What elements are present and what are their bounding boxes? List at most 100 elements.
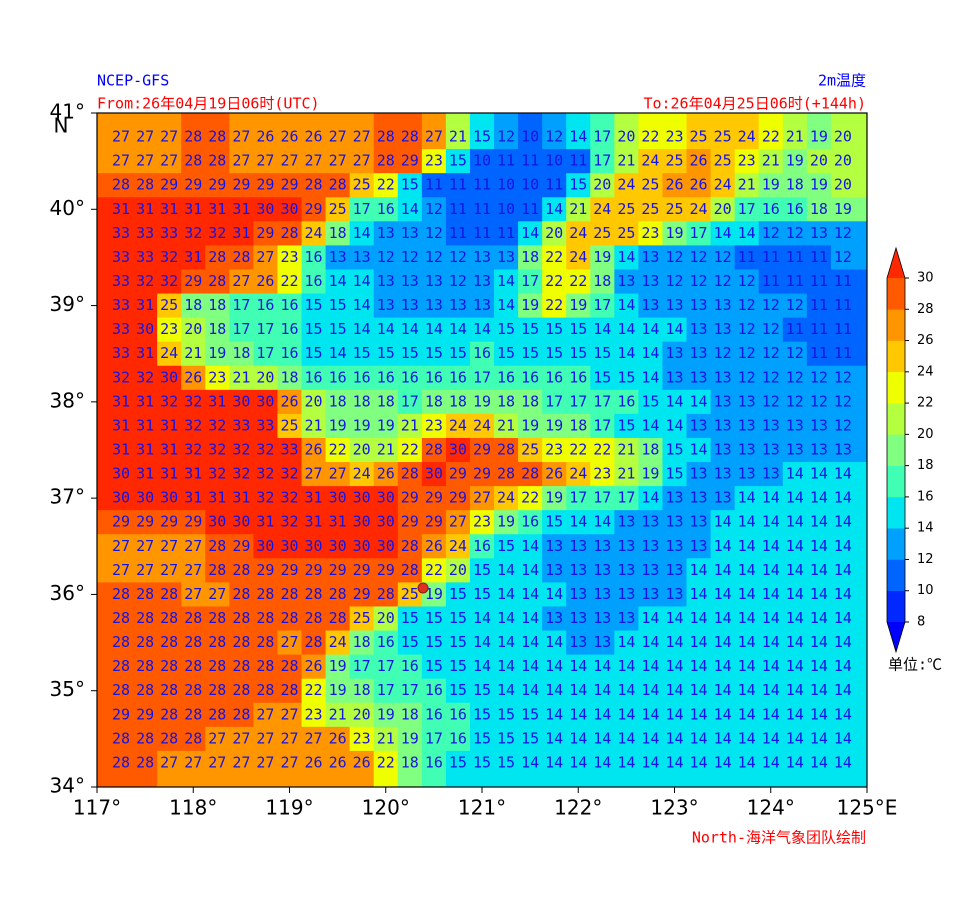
temperature-cell bbox=[542, 245, 567, 270]
temperature-label: 28 bbox=[160, 657, 178, 675]
temperature-label: 14 bbox=[617, 344, 635, 362]
temperature-label: 31 bbox=[184, 489, 202, 507]
temperature-label: 28 bbox=[232, 705, 250, 723]
temperature-cell bbox=[710, 558, 736, 583]
temperature-label: 27 bbox=[256, 152, 274, 170]
temperature-label: 12 bbox=[377, 248, 395, 266]
temperature-cell bbox=[518, 606, 543, 632]
temperature-label: 32 bbox=[280, 465, 298, 483]
temperature-cell bbox=[229, 389, 254, 415]
temperature-cell bbox=[638, 486, 663, 511]
temperature-cell bbox=[542, 221, 567, 246]
temperature-label: 21 bbox=[762, 152, 780, 170]
temperature-label: 28 bbox=[256, 681, 274, 699]
temperature-label: 23 bbox=[425, 416, 443, 434]
temperature-label: 14 bbox=[617, 248, 635, 266]
temperature-cell bbox=[734, 678, 760, 704]
temperature-label: 28 bbox=[208, 705, 226, 723]
temperature-cell bbox=[710, 245, 736, 270]
temperature-label: 14 bbox=[521, 561, 539, 579]
temperature-cell bbox=[97, 245, 134, 270]
temperature-label: 24 bbox=[449, 416, 467, 434]
unit-label: 单位:℃ bbox=[888, 656, 942, 674]
temperature-label: 30 bbox=[353, 489, 371, 507]
temperature-label: 22 bbox=[377, 176, 395, 194]
temperature-cell bbox=[830, 245, 868, 270]
temperature-label: 30 bbox=[329, 537, 347, 555]
colorbar-label: 16 bbox=[917, 489, 934, 504]
temperature-label: 13 bbox=[690, 368, 708, 386]
temperature-cell bbox=[782, 582, 808, 607]
temperature-cell bbox=[734, 389, 760, 415]
temperature-label: 26 bbox=[256, 272, 274, 290]
temperature-cell bbox=[469, 462, 495, 487]
temperature-cell bbox=[133, 462, 158, 487]
temperature-cell bbox=[301, 654, 327, 680]
temperature-label: 14 bbox=[545, 200, 563, 218]
temperature-label: 11 bbox=[786, 320, 804, 338]
temperature-label: 30 bbox=[256, 537, 274, 555]
temperature-cell bbox=[301, 341, 327, 367]
temperature-label: 33 bbox=[112, 296, 130, 314]
temperature-label: 23 bbox=[738, 152, 756, 170]
temperature-label: 13 bbox=[738, 465, 756, 483]
temperature-label: 11 bbox=[786, 248, 804, 266]
temperature-cell bbox=[710, 702, 736, 728]
temperature-label: 17 bbox=[593, 296, 611, 314]
temperature-cell bbox=[301, 678, 327, 704]
temperature-cell bbox=[181, 678, 206, 704]
temperature-label: 14 bbox=[545, 681, 563, 699]
temperature-cell bbox=[662, 113, 688, 150]
temperature-cell bbox=[782, 462, 808, 487]
temperature-label: 27 bbox=[160, 128, 178, 146]
temperature-label: 31 bbox=[184, 465, 202, 483]
temperature-label: 20 bbox=[810, 152, 828, 170]
temperature-cell bbox=[494, 654, 519, 680]
temperature-cell bbox=[758, 113, 784, 150]
temperature-label: 12 bbox=[714, 344, 732, 362]
temperature-label: 28 bbox=[280, 609, 298, 627]
temperature-label: 15 bbox=[545, 513, 563, 531]
temperature-cell bbox=[518, 197, 543, 222]
temperature-label: 16 bbox=[449, 368, 467, 386]
temperature-cell bbox=[638, 654, 663, 680]
temperature-cell bbox=[349, 269, 375, 295]
temperature-label: 24 bbox=[569, 224, 587, 242]
temperature-label: 14 bbox=[834, 705, 852, 723]
temperature-cell bbox=[614, 293, 639, 319]
temperature-cell bbox=[830, 534, 868, 559]
temperature-cell bbox=[638, 221, 663, 246]
temperature-cell bbox=[181, 437, 206, 463]
temperature-label: 11 bbox=[497, 152, 515, 170]
temperature-label: 14 bbox=[834, 657, 852, 675]
temperature-label: 18 bbox=[593, 272, 611, 290]
temperature-cell bbox=[830, 365, 868, 391]
temperature-label: 14 bbox=[714, 729, 732, 747]
temperature-cell bbox=[301, 269, 327, 295]
temperature-label: 29 bbox=[160, 513, 178, 531]
temperature-cell bbox=[758, 437, 784, 463]
colorbar-band bbox=[887, 496, 905, 529]
temperature-label: 27 bbox=[112, 561, 130, 579]
temperature-label: 13 bbox=[641, 561, 659, 579]
temperature-label: 28 bbox=[232, 681, 250, 699]
temperature-label: 17 bbox=[690, 224, 708, 242]
temperature-label: 28 bbox=[136, 753, 154, 771]
x-tick-label: 122° bbox=[554, 796, 602, 820]
temperature-label: 14 bbox=[641, 657, 659, 675]
temperature-label: 14 bbox=[738, 537, 756, 555]
temperature-label: 20 bbox=[834, 152, 852, 170]
temperature-label: 24 bbox=[617, 176, 635, 194]
temperature-cell bbox=[277, 317, 303, 343]
temperature-cell bbox=[566, 173, 591, 198]
temperature-cell bbox=[469, 534, 495, 559]
temperature-cell bbox=[782, 437, 808, 463]
temperature-label: 18 bbox=[184, 296, 202, 314]
temperature-label: 29 bbox=[280, 176, 298, 194]
temperature-label: 32 bbox=[160, 248, 178, 266]
temperature-label: 16 bbox=[762, 200, 780, 218]
temperature-cell bbox=[445, 245, 471, 270]
temperature-label: 32 bbox=[208, 441, 226, 459]
temperature-label: 14 bbox=[834, 489, 852, 507]
temperature-cell bbox=[734, 654, 760, 680]
